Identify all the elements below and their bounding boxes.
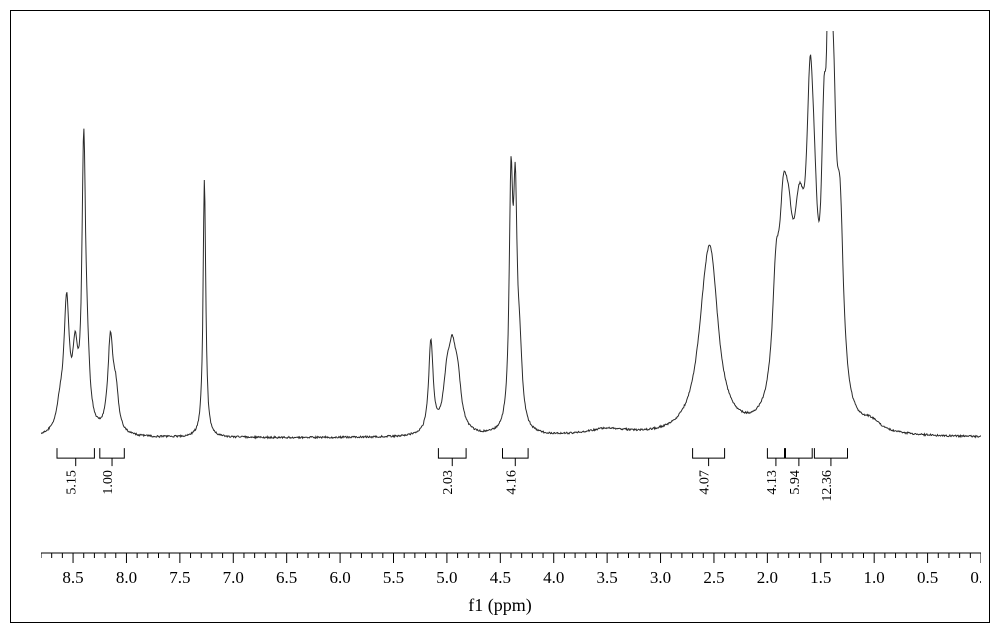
integration-bracket: [786, 448, 813, 458]
x-tick-label: 2.5: [703, 568, 724, 587]
x-tick-label: 5.5: [383, 568, 404, 587]
x-tick-label: 3.5: [597, 568, 618, 587]
x-tick-label: 8.5: [62, 568, 83, 587]
x-tick-label: 7.0: [223, 568, 244, 587]
integration-value: 1.00: [101, 470, 116, 495]
integration-value: 4.07: [698, 470, 713, 495]
x-tick-label: 4.0: [543, 568, 564, 587]
x-tick-label: 3.0: [650, 568, 671, 587]
integration-bracket: [100, 448, 125, 458]
x-tick-label: 1.0: [864, 568, 885, 587]
integration-value: 12.36: [820, 470, 835, 502]
integration-value: 5.94: [788, 470, 803, 495]
x-tick-label: 5.0: [436, 568, 457, 587]
nmr-plot: 5.151.002.034.164.074.135.9412.368.58.07…: [41, 31, 981, 531]
x-tick-label: 1.5: [810, 568, 831, 587]
integration-bracket: [693, 448, 725, 458]
integration-value: 2.03: [441, 470, 456, 495]
chart-frame: 5.15 1.00 2.03 4.16 4.07 4.13 5.94 12.36 8.5 8.0 7…: [10, 10, 990, 623]
integration-value: 4.16: [504, 470, 519, 495]
x-tick-label: 4.5: [490, 568, 511, 587]
integration-value: 4.13: [765, 470, 780, 495]
x-axis-title: f1 (ppm): [11, 595, 989, 616]
x-tick-label: 6.5: [276, 568, 297, 587]
integration-bracket: [438, 448, 466, 458]
x-tick-label: 2.0: [757, 568, 778, 587]
x-tick-label: 8.0: [116, 568, 137, 587]
x-tick-label: 7.5: [169, 568, 190, 587]
integration-bracket: [767, 448, 784, 458]
x-tick-label: 0.5: [917, 568, 938, 587]
integration-value: 5.15: [65, 470, 80, 495]
x-tick-label: 6.0: [329, 568, 350, 587]
integration-bracket: [503, 448, 529, 458]
integration-bracket: [57, 448, 94, 458]
integration-bracket: [814, 448, 847, 458]
spectrum-svg: 5.15 1.00 2.03 4.16 4.07 4.13 5.94 12.36 8.5 8.0 7…: [41, 31, 981, 611]
spectrum-trace: [41, 31, 981, 438]
x-tick-label: 0.0: [970, 568, 981, 587]
